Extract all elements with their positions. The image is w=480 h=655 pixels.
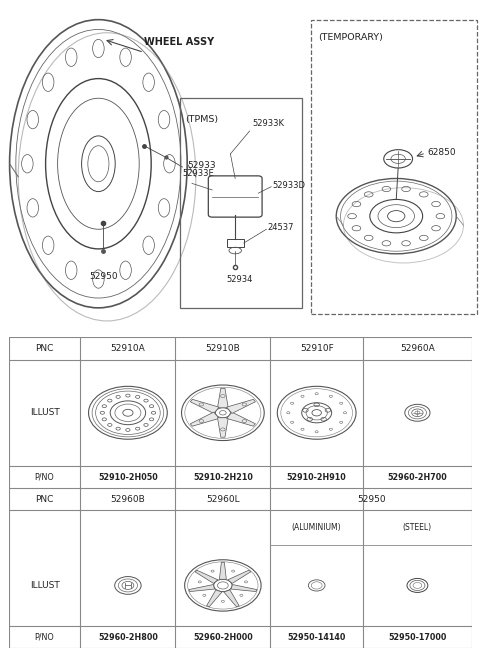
Polygon shape [217, 388, 228, 408]
Polygon shape [195, 571, 218, 584]
Text: 52910-2H210: 52910-2H210 [193, 472, 253, 481]
Text: 52934: 52934 [227, 275, 253, 284]
Text: 52910B: 52910B [205, 344, 240, 353]
Text: ILLUST: ILLUST [30, 581, 60, 590]
Text: 52933: 52933 [187, 161, 216, 170]
Polygon shape [217, 418, 228, 437]
Polygon shape [191, 400, 219, 413]
Text: ILLUST: ILLUST [30, 408, 60, 417]
Text: 52960A: 52960A [400, 344, 435, 353]
Text: 52950-14140: 52950-14140 [288, 633, 346, 642]
Polygon shape [228, 571, 251, 584]
Text: 52910-2H050: 52910-2H050 [98, 472, 158, 481]
Text: 52933K: 52933K [252, 119, 284, 128]
Text: 52950: 52950 [89, 272, 118, 281]
Text: 24537: 24537 [268, 223, 294, 232]
Text: 52960B: 52960B [110, 495, 145, 504]
Text: (TPMS): (TPMS) [185, 115, 218, 124]
Text: 52960L: 52960L [206, 495, 240, 504]
Text: 52950-17000: 52950-17000 [388, 633, 446, 642]
Text: (ALUMINIUM): (ALUMINIUM) [292, 523, 341, 532]
Text: (TEMPORARY): (TEMPORARY) [318, 33, 383, 42]
Text: (STEEL): (STEEL) [403, 523, 432, 532]
Text: 52960-2H800: 52960-2H800 [98, 633, 158, 642]
Text: 62850: 62850 [427, 148, 456, 157]
Text: P/NO: P/NO [35, 633, 54, 642]
Text: 52910-2H910: 52910-2H910 [287, 472, 347, 481]
Text: PNC: PNC [36, 344, 54, 353]
Polygon shape [227, 400, 255, 413]
Text: PNC: PNC [36, 495, 54, 504]
Polygon shape [191, 412, 219, 426]
Text: P/NO: P/NO [35, 472, 54, 481]
Polygon shape [224, 590, 239, 607]
Text: 52910F: 52910F [300, 344, 334, 353]
Text: 52960-2H700: 52960-2H700 [387, 472, 447, 481]
Polygon shape [219, 563, 226, 579]
Polygon shape [227, 412, 255, 426]
Text: 52960-2H000: 52960-2H000 [193, 633, 253, 642]
Text: 52933E: 52933E [182, 169, 214, 178]
Text: 52910A: 52910A [110, 344, 145, 353]
Text: 52950: 52950 [357, 495, 385, 504]
Polygon shape [189, 584, 215, 591]
Text: WHEEL ASSY: WHEEL ASSY [144, 37, 214, 47]
Text: 52933D: 52933D [273, 181, 306, 189]
Polygon shape [231, 584, 257, 591]
Polygon shape [206, 590, 222, 607]
